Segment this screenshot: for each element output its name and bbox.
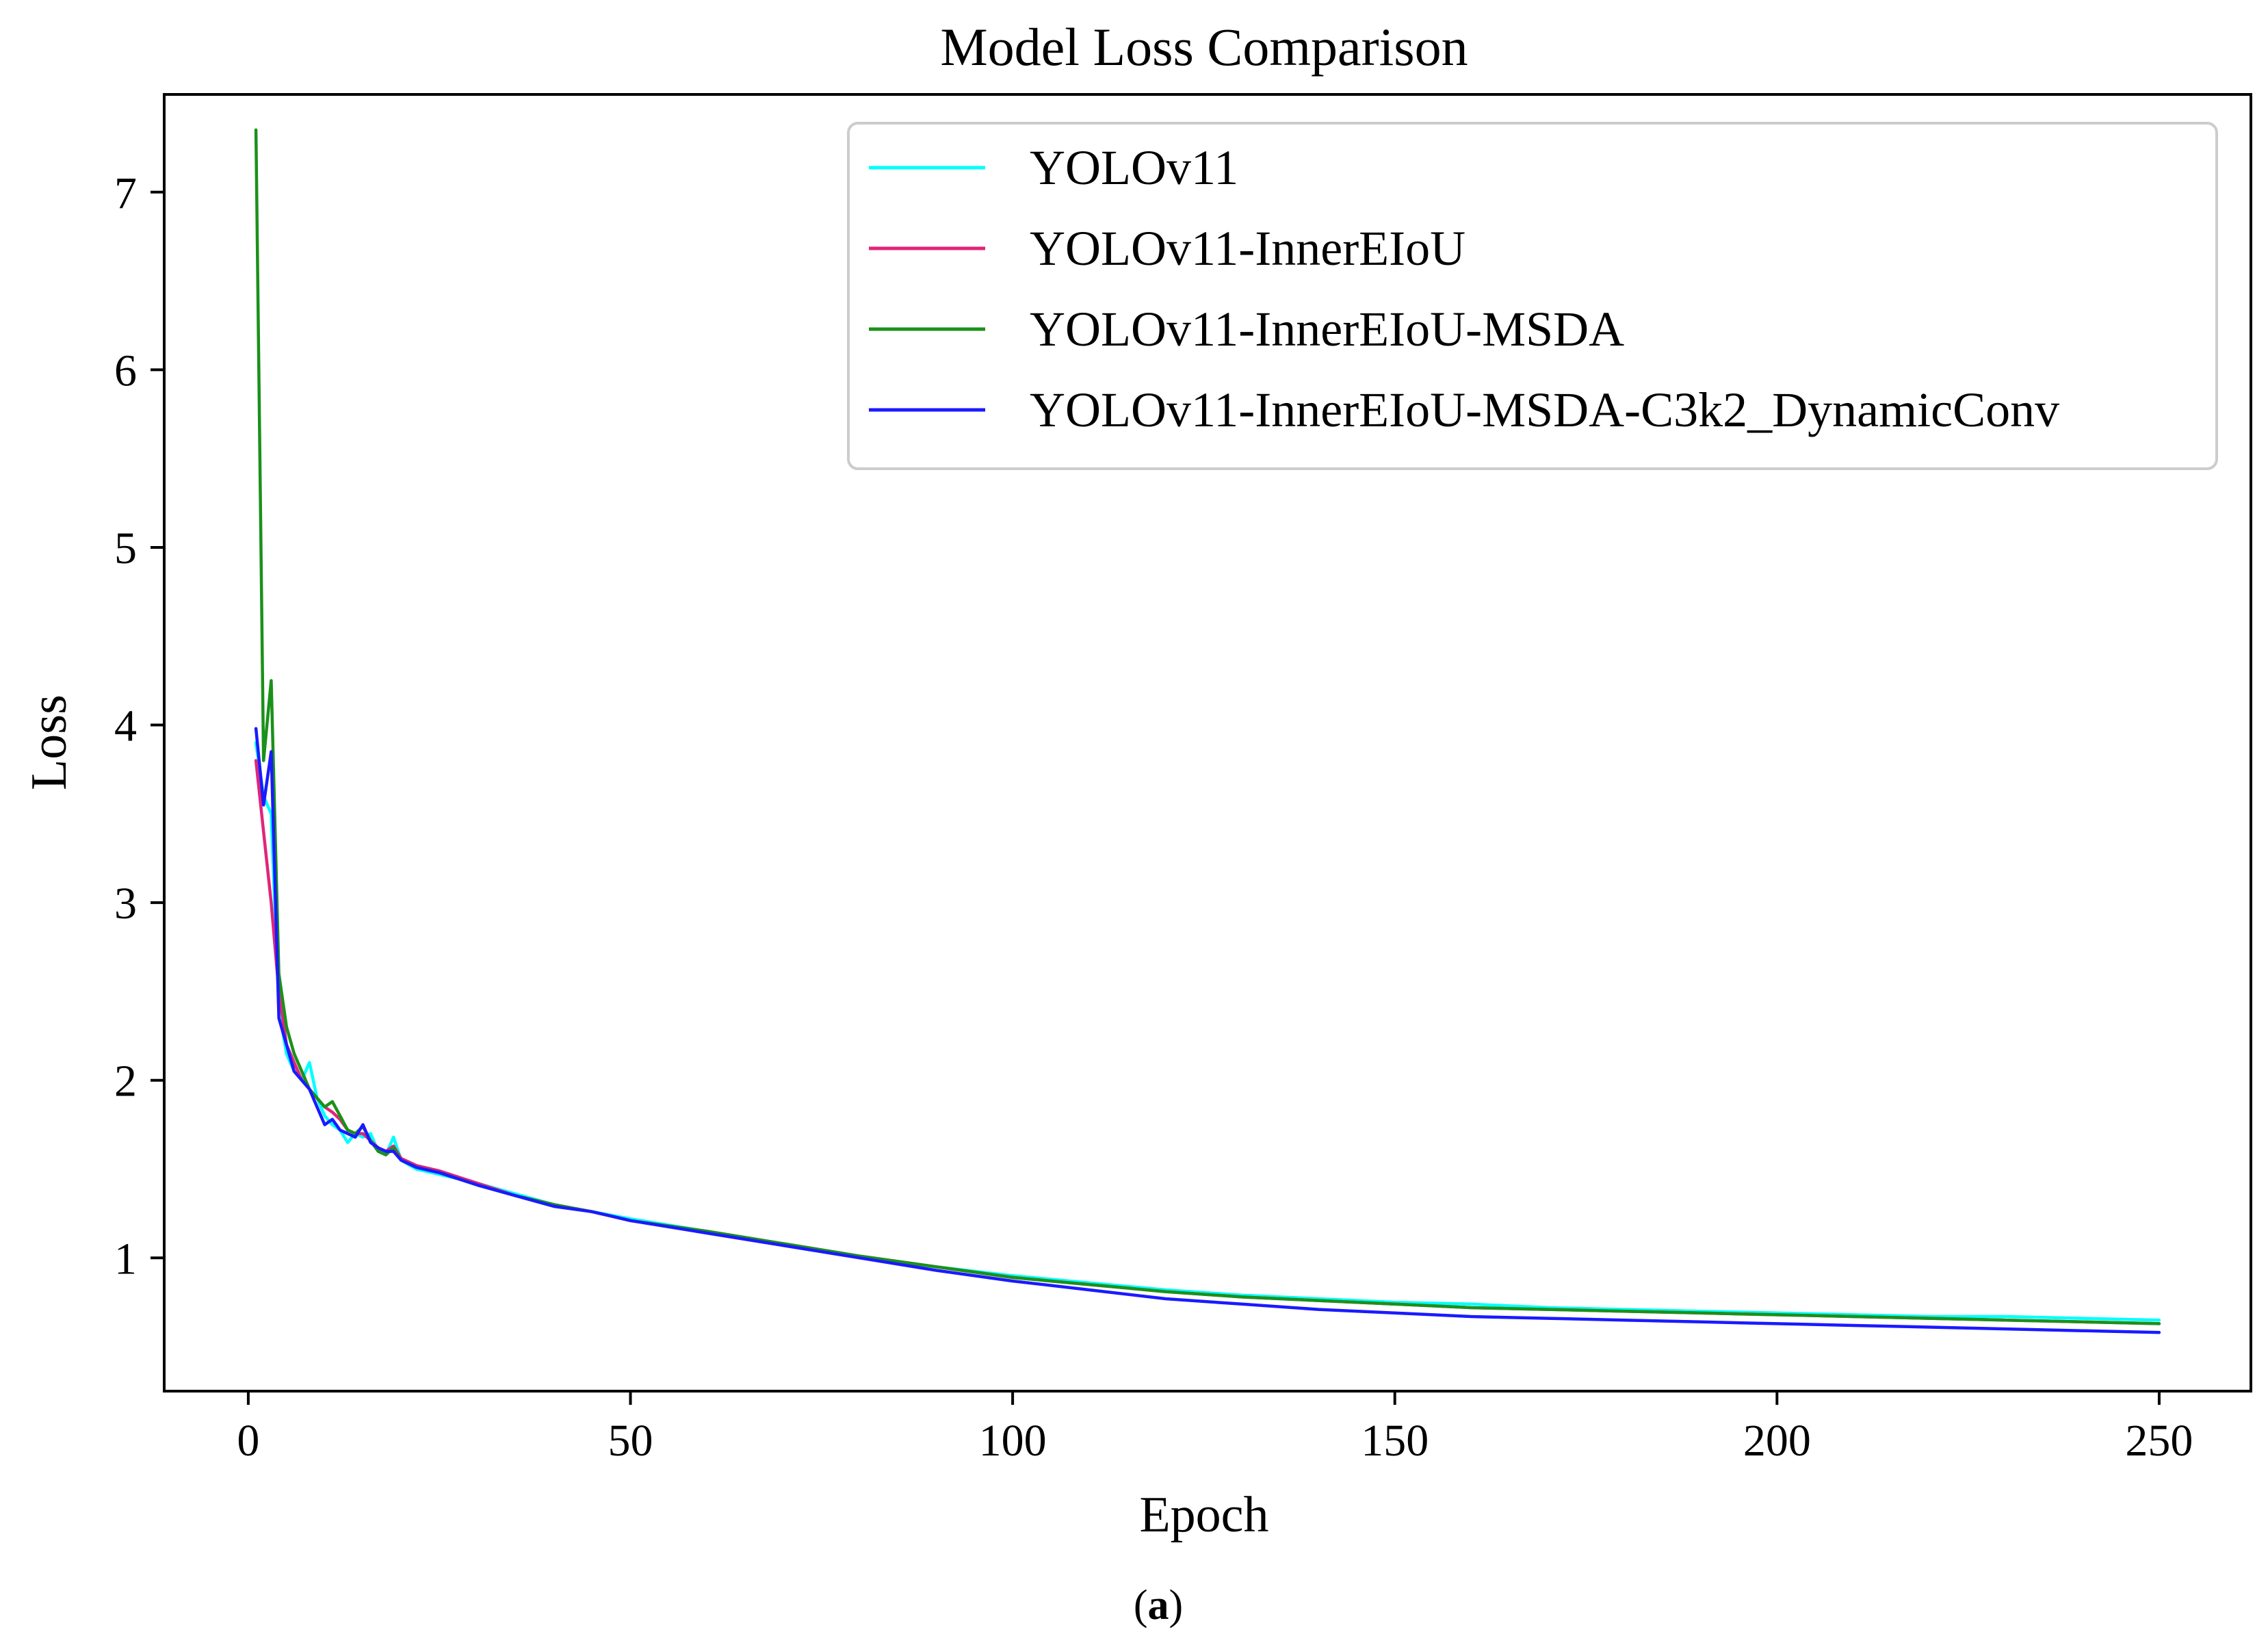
x-tick-label: 0 xyxy=(237,1416,259,1466)
legend-label-1: YOLOv11 xyxy=(1030,140,1238,195)
legend-frame xyxy=(847,122,2218,470)
legend: YOLOv11 YOLOv11-InnerEIoU YOLOv11-InnerEIo… xyxy=(847,122,2218,470)
y-axis-label: Loss xyxy=(21,695,77,790)
series-line-4 xyxy=(254,727,2161,1334)
caption-open: ( xyxy=(1134,1582,1148,1629)
y-tick-label: 4 xyxy=(114,701,137,751)
y-tick-label: 6 xyxy=(114,346,137,396)
x-tick-label: 150 xyxy=(1361,1416,1429,1466)
chart-title: Model Loss Comparison xyxy=(940,17,1468,77)
y-axis-ticks: 1 2 3 4 5 6 7 xyxy=(114,168,164,1284)
y-tick-label: 2 xyxy=(114,1057,137,1106)
x-tick-label: 100 xyxy=(979,1416,1047,1466)
legend-label-2: YOLOv11-InnerEIoU xyxy=(1030,221,1465,276)
y-tick-label: 1 xyxy=(114,1234,137,1284)
caption-close: ) xyxy=(1169,1582,1184,1629)
x-axis-ticks: 0 50 100 150 200 250 xyxy=(237,1391,2193,1466)
x-tick-label: 50 xyxy=(608,1416,653,1466)
series-lines xyxy=(254,128,2161,1334)
series-line-2 xyxy=(254,759,2161,1325)
caption-letter: a xyxy=(1148,1582,1169,1629)
series-line-1 xyxy=(254,741,2161,1322)
x-tick-label: 250 xyxy=(2125,1416,2193,1466)
y-tick-label: 7 xyxy=(114,168,137,218)
figure-caption: (a) xyxy=(1134,1582,1183,1629)
plot-frame xyxy=(163,93,2252,1393)
x-axis-label: Epoch xyxy=(1139,1487,1268,1543)
legend-items: YOLOv11 YOLOv11-InnerEIoU YOLOv11-InnerEIo… xyxy=(869,140,2059,437)
x-tick-label: 200 xyxy=(1743,1416,1811,1466)
y-tick-label: 3 xyxy=(114,879,137,929)
legend-label-3: YOLOv11-InnerEIoU-MSDA xyxy=(1030,302,1624,357)
legend-label-4: YOLOv11-InnerEIoU-MSDA-C3k2_DynamicConv xyxy=(1030,383,2059,437)
y-tick-label: 5 xyxy=(114,523,137,573)
